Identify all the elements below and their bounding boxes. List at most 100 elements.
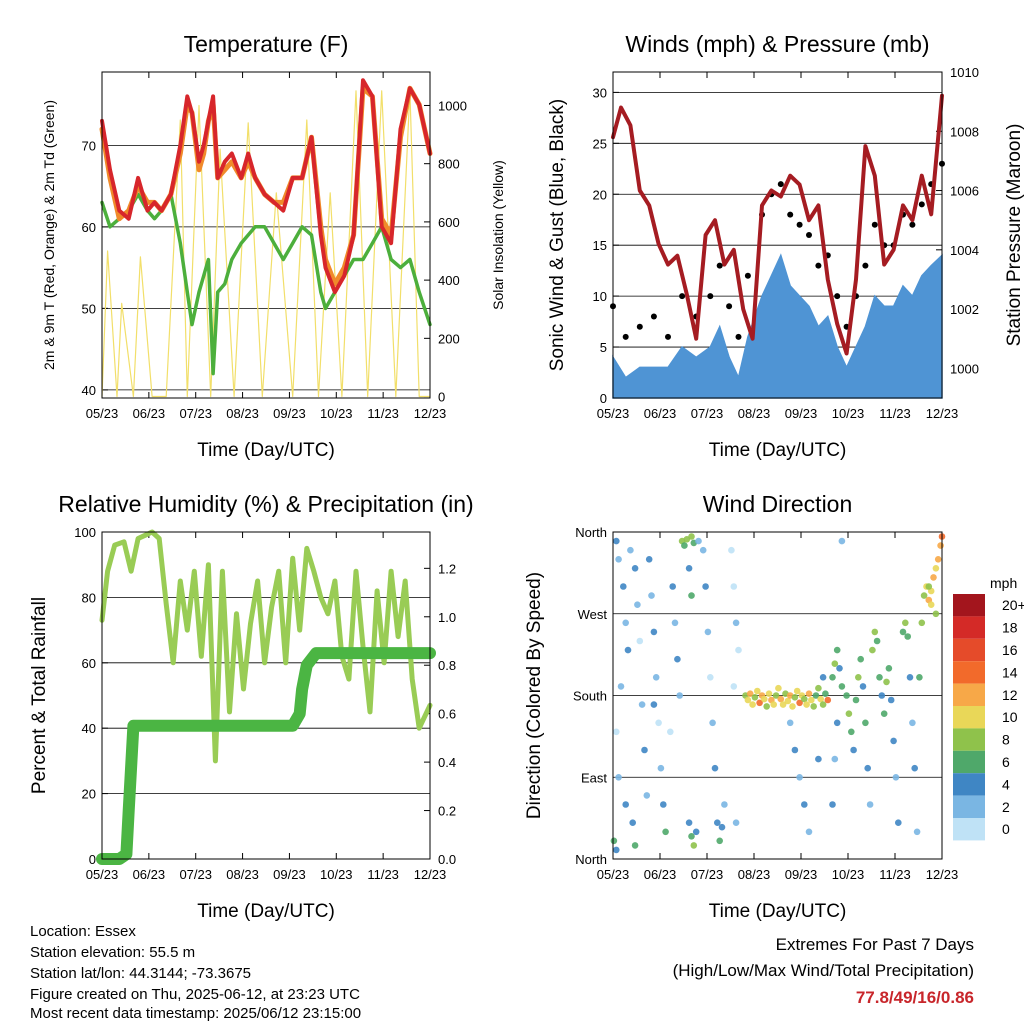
y2-tick-label: 1.0 bbox=[438, 610, 456, 625]
extremes-title: Extremes For Past 7 Days bbox=[775, 935, 974, 954]
direction-point bbox=[899, 628, 907, 636]
y-axis-label: 2m & 9m T (Red, Orange) & 2m Td (Green) bbox=[41, 100, 57, 370]
direction-point bbox=[833, 646, 841, 654]
x-tick-label: 09/23 bbox=[273, 406, 306, 421]
gust-point bbox=[834, 293, 841, 300]
y-tick-label: 40 bbox=[82, 383, 96, 398]
x-tick-label: 11/23 bbox=[367, 406, 399, 421]
direction-point bbox=[702, 583, 709, 590]
direction-point bbox=[622, 801, 629, 808]
direction-point bbox=[817, 695, 824, 703]
x-axis-label: Time (Day/UTC) bbox=[197, 901, 335, 922]
direction-point bbox=[937, 542, 944, 549]
direction-point bbox=[761, 695, 768, 703]
direction-point bbox=[645, 556, 653, 563]
y2-tick-label: 1006 bbox=[950, 184, 979, 199]
direction-point bbox=[643, 792, 651, 799]
direction-point bbox=[730, 583, 738, 590]
gust-point bbox=[679, 293, 686, 300]
gust-point bbox=[744, 272, 751, 279]
footer-latlon: Station lat/lon: 44.3144; -73.3675 bbox=[30, 965, 252, 982]
direction-point bbox=[895, 819, 902, 826]
direction-point bbox=[629, 819, 636, 826]
direction-point bbox=[869, 646, 876, 654]
direction-point bbox=[808, 696, 815, 704]
gust-point bbox=[796, 221, 803, 228]
y-tick-label: 20 bbox=[82, 787, 96, 802]
direction-point bbox=[692, 828, 700, 836]
gust-point bbox=[707, 293, 714, 300]
gust-point bbox=[622, 333, 629, 340]
x-tick-label: 07/23 bbox=[179, 867, 212, 882]
direction-point bbox=[779, 701, 787, 708]
direction-point bbox=[657, 764, 665, 772]
direction-point bbox=[652, 674, 660, 681]
direction-point bbox=[927, 601, 935, 608]
footer-latest: Most recent data timestamp: 2025/06/12 2… bbox=[30, 1005, 362, 1022]
direction-point bbox=[685, 565, 693, 572]
series-2m-temp-line bbox=[100, 78, 432, 295]
direction-point bbox=[864, 764, 871, 772]
plot-frame bbox=[101, 71, 431, 399]
direction-point bbox=[754, 687, 761, 695]
direction-point bbox=[831, 660, 839, 667]
direction-point bbox=[909, 719, 916, 727]
direction-point bbox=[824, 696, 832, 704]
direction-point bbox=[615, 774, 622, 781]
legend-swatch bbox=[953, 638, 985, 662]
y-tick-label: East bbox=[581, 770, 607, 785]
x-tick-label: 12/23 bbox=[414, 867, 447, 882]
series-rain-line bbox=[96, 647, 436, 865]
direction-point bbox=[770, 701, 777, 708]
direction-point bbox=[850, 746, 857, 754]
gust-point bbox=[735, 333, 742, 340]
direction-point bbox=[671, 619, 679, 627]
x-tick-label: 11/23 bbox=[879, 867, 911, 882]
y2-axis-label: Station Pressure (Maroon) bbox=[1004, 124, 1024, 347]
x-tick-label: 08/23 bbox=[738, 406, 771, 421]
x-tick-label: 05/23 bbox=[86, 867, 119, 882]
direction-point bbox=[667, 728, 674, 736]
y2-tick-label: 1004 bbox=[950, 243, 979, 258]
direction-point bbox=[892, 774, 900, 781]
x-axis-label: Time (Day/UTC) bbox=[709, 440, 847, 461]
direction-point bbox=[728, 546, 735, 554]
direction-point bbox=[732, 819, 740, 826]
legend-label: 10 bbox=[1002, 709, 1018, 725]
direction-point bbox=[610, 837, 618, 845]
x-tick-label: 08/23 bbox=[738, 867, 771, 882]
y2-tick-label: 200 bbox=[438, 331, 460, 346]
y-tick-label: 15 bbox=[593, 238, 607, 253]
direction-point bbox=[765, 690, 773, 697]
direction-point bbox=[934, 556, 942, 563]
x-tick-label: 06/23 bbox=[133, 406, 166, 421]
y-axis-label: Direction (Colored By Speed) bbox=[524, 572, 545, 819]
series-rh-line bbox=[99, 529, 433, 764]
direction-point bbox=[878, 692, 886, 699]
direction-point bbox=[786, 719, 794, 727]
y2-tick-label: 0.8 bbox=[438, 658, 456, 673]
direction-point bbox=[918, 619, 926, 627]
gust-point bbox=[862, 262, 869, 269]
y-axis-label: Percent & Total Rainfall bbox=[29, 597, 50, 794]
gust-point bbox=[777, 181, 784, 188]
y-tick-label: North bbox=[575, 852, 607, 867]
footer-location: Location: Essex bbox=[30, 923, 136, 940]
direction-point bbox=[707, 674, 714, 681]
direction-point bbox=[829, 801, 836, 808]
direction-point bbox=[688, 533, 695, 540]
wind-direction-panel: Wind Direction Time (Day/UTC) Direction (C… bbox=[524, 491, 958, 922]
direction-point bbox=[843, 692, 850, 699]
direction-point bbox=[920, 592, 928, 599]
gust-point bbox=[909, 221, 916, 228]
y-tick-label: North bbox=[575, 525, 607, 540]
direction-point bbox=[718, 823, 726, 831]
direction-point bbox=[911, 764, 918, 772]
direction-point bbox=[695, 537, 702, 545]
direction-point bbox=[852, 696, 860, 704]
direction-point bbox=[805, 690, 813, 697]
winds-pressure-panel: Winds (mph) & Pressure (mb) Time (Day/UTC… bbox=[547, 31, 1024, 461]
direction-point bbox=[751, 694, 759, 701]
direction-point bbox=[638, 701, 646, 708]
y2-tick-label: 1008 bbox=[950, 124, 979, 139]
